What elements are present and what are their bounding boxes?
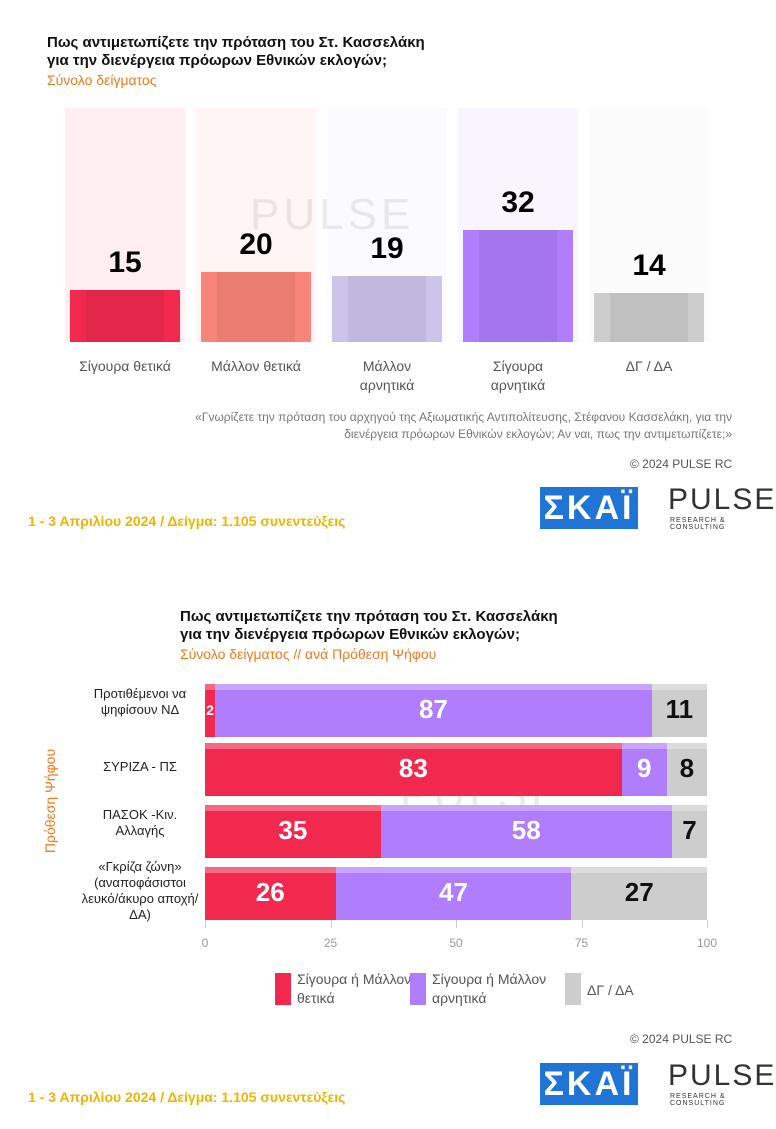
value-label: 7 xyxy=(682,815,697,845)
bar xyxy=(463,230,573,342)
logo-skai: ΣΚΑΪ xyxy=(540,487,638,529)
logo-pulse: PULSE xyxy=(668,1059,776,1092)
value-label: 87 xyxy=(418,694,448,724)
bar-band xyxy=(666,743,707,749)
category-label: ΠΑΣΟΚ -Κιν. Αλλαγής xyxy=(102,807,178,838)
bar xyxy=(332,275,442,342)
watermark: PULSE xyxy=(250,190,415,239)
footer: 1 - 3 Απριλίου 2024 / Δείγμα: 1.105 συνε… xyxy=(28,1089,346,1105)
bar-segment xyxy=(205,867,336,920)
category-label: Προτιθέμενοι να ψηφίσουν ΝΔ xyxy=(93,686,187,717)
bar xyxy=(594,293,704,342)
bar-segment xyxy=(651,684,707,737)
bar-band xyxy=(621,743,667,749)
bar-band xyxy=(205,867,336,873)
value-label: 27 xyxy=(624,877,654,907)
bar xyxy=(201,272,311,342)
logo-pulse: PULSE xyxy=(668,483,776,516)
value-label: 9 xyxy=(637,753,652,783)
bar-band xyxy=(380,805,672,811)
x-tick-label: 25 xyxy=(323,936,338,950)
bar-segment xyxy=(666,743,707,796)
bar-segment xyxy=(671,805,707,858)
tick-mark xyxy=(456,920,457,928)
value-label: 32 xyxy=(501,186,535,219)
bar-band xyxy=(205,684,216,690)
value-label: 47 xyxy=(439,877,468,907)
legend-swatch xyxy=(410,973,426,1005)
bar-band xyxy=(215,684,652,690)
category-label: Μάλλον αρνητικά xyxy=(359,358,415,393)
tick-mark xyxy=(205,920,206,928)
legend-swatch xyxy=(565,973,581,1005)
bar-band xyxy=(571,867,707,873)
y-axis-title: Πρόθεση Ψήφου xyxy=(42,748,58,854)
bar-segment xyxy=(380,805,672,858)
x-tick-label: 100 xyxy=(696,936,718,950)
bar xyxy=(70,289,180,342)
bar-segment xyxy=(205,743,622,796)
bar-segment xyxy=(205,805,381,858)
bar-band xyxy=(651,684,707,690)
category-label: Σίγουρα αρνητικά xyxy=(490,358,546,393)
chart-subtitle: Σύνολο δείγματος xyxy=(47,72,157,88)
chart-subtitle: Σύνολο δείγματος // ανά Πρόθεση Ψήφου xyxy=(180,646,437,662)
copyright: © 2024 PULSE RC xyxy=(630,1032,733,1046)
value-label: 83 xyxy=(398,753,428,783)
logo-rc: RESEARCH & CONSULTING xyxy=(670,1093,726,1107)
tick-mark xyxy=(707,920,708,928)
category-label: Σίγουρα θετικά xyxy=(79,358,171,374)
tick-mark xyxy=(581,920,583,928)
value-label: 2 xyxy=(206,702,214,718)
bar-band xyxy=(671,805,707,811)
x-tick-label: 50 xyxy=(449,936,463,950)
bar-band xyxy=(335,867,572,873)
bar-band xyxy=(205,805,381,811)
bar-segment xyxy=(621,743,667,796)
value-label: 11 xyxy=(665,694,694,724)
legend-swatch xyxy=(275,973,291,1005)
logo-skai: ΣΚΑΪ xyxy=(540,1063,638,1105)
category-label: «Γκρίζα ζώνη» (αναποφάσιστοι λευκό/άκυρο… xyxy=(81,859,199,922)
chart-title: Πως αντιμετωπίζετε την πρόταση του Στ. Κ… xyxy=(180,608,558,643)
value-label: 58 xyxy=(511,815,541,845)
category-label: Μάλλον θετικά xyxy=(211,358,301,374)
value-label: 20 xyxy=(239,228,273,261)
value-label: 14 xyxy=(632,249,666,282)
footer: 1 - 3 Απριλίου 2024 / Δείγμα: 1.105 συνε… xyxy=(28,513,346,529)
bar-highlight xyxy=(217,272,295,342)
x-tick-label: 75 xyxy=(574,936,589,950)
bar-highlight xyxy=(610,293,688,342)
chart-title: Πως αντιμετωπίζετε την πρόταση του Στ. Κ… xyxy=(47,34,425,69)
value-label: 26 xyxy=(255,877,285,907)
bar-highlight xyxy=(348,275,426,342)
value-label: 15 xyxy=(108,245,142,279)
x-tick-label: 0 xyxy=(201,936,209,950)
category-label: ΔΓ / ΔΑ xyxy=(625,358,673,374)
bar-highlight xyxy=(86,289,164,342)
note: «Γνωρίζετε την πρόταση του αρχηγού της Α… xyxy=(195,410,732,441)
bar-highlight xyxy=(479,230,557,342)
value-label: 8 xyxy=(679,753,695,783)
value-label: 35 xyxy=(278,815,308,845)
bar-segment xyxy=(571,867,707,920)
tick-mark xyxy=(330,920,332,928)
bar-segment xyxy=(215,684,652,737)
copyright: © 2024 PULSE RC xyxy=(630,457,733,471)
category-label: ΣΥΡΙΖΑ - ΠΣ xyxy=(103,759,177,774)
value-label: 19 xyxy=(370,231,404,265)
bar-segment xyxy=(205,684,216,737)
legend-label: Σίγουρα ή Μάλλον θετικά xyxy=(297,971,412,1006)
legend-label: Σίγουρα ή Μάλλον αρνητικά xyxy=(432,971,547,1006)
bar-segment xyxy=(335,867,572,920)
bar-band xyxy=(205,743,622,749)
legend-label: ΔΓ / ΔΑ xyxy=(587,982,634,998)
logo-rc: RESEARCH & CONSULTING xyxy=(670,517,726,531)
